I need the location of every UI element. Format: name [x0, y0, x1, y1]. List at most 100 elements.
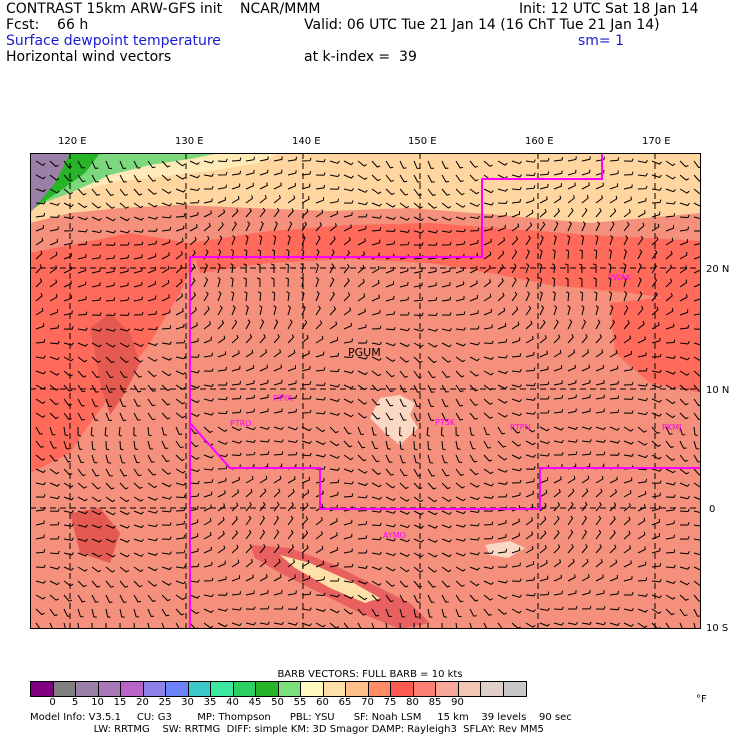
wind-barb	[189, 454, 200, 460]
wind-barb	[357, 622, 362, 629]
wind-barb	[511, 440, 522, 447]
wind-barb	[133, 241, 144, 246]
wind-barb	[637, 561, 647, 568]
wind-barb	[539, 366, 549, 372]
wind-barb	[189, 426, 198, 435]
wind-barb	[385, 174, 394, 182]
wind-barb	[91, 328, 102, 332]
wind-barb	[119, 230, 130, 234]
wind-barb	[553, 195, 562, 204]
wind-barb	[189, 160, 200, 165]
wind-barb	[553, 559, 562, 568]
wind-barb	[525, 622, 536, 628]
wind-barb	[581, 364, 590, 372]
wind-barb	[637, 517, 646, 526]
wind-barb	[119, 580, 129, 588]
wind-barb	[385, 370, 395, 378]
wind-barb	[259, 621, 270, 626]
wind-barb	[693, 468, 701, 476]
wind-barb	[371, 227, 382, 232]
wind-barb	[357, 174, 368, 181]
wind-barb	[637, 263, 642, 274]
wind-barb	[637, 159, 648, 164]
wind-barb	[399, 241, 410, 246]
wind-barb	[511, 492, 521, 498]
wind-barb	[203, 160, 214, 164]
wind-barb	[469, 174, 479, 182]
wind-barb	[593, 249, 598, 260]
wind-barb	[427, 552, 438, 558]
wind-barb	[567, 364, 576, 372]
wind-barb	[301, 319, 308, 330]
wind-barb	[203, 412, 214, 416]
wind-barb	[217, 291, 222, 302]
wind-barb	[455, 482, 466, 489]
wind-barb	[567, 451, 578, 456]
wind-barb	[273, 605, 284, 610]
legend-tick-label: 10	[91, 697, 104, 708]
wind-barb	[511, 174, 522, 178]
wind-barb	[273, 488, 281, 498]
wind-barb	[273, 621, 284, 626]
legend-swatch	[233, 682, 256, 696]
wind-barb	[665, 250, 673, 260]
wind-barb	[413, 342, 424, 348]
fir-boundary-north	[189, 153, 603, 629]
wind-barb	[231, 489, 240, 498]
wind-barb	[581, 394, 591, 400]
wind-barb	[147, 552, 158, 556]
wind-barb	[315, 454, 326, 458]
wind-barb	[651, 519, 660, 526]
wind-barb	[259, 529, 266, 540]
wind-barb	[147, 426, 152, 437]
wind-barb	[581, 589, 591, 596]
wind-barb	[63, 440, 70, 450]
wind-barb	[91, 342, 102, 348]
wind-barb	[609, 590, 620, 596]
wind-barb	[567, 305, 571, 316]
wind-barb	[63, 566, 74, 571]
wind-barb	[301, 575, 311, 582]
wind-barb	[105, 622, 107, 629]
wind-barb	[147, 370, 157, 378]
wind-barb	[161, 468, 171, 475]
wind-barb	[329, 368, 340, 373]
wind-barb	[133, 202, 144, 209]
wind-barb	[357, 535, 368, 540]
wind-barb	[539, 607, 550, 612]
wind-barb	[133, 174, 142, 183]
wind-barb	[35, 292, 43, 302]
wind-barb	[105, 580, 115, 588]
wind-barb	[119, 328, 130, 332]
wind-barb	[385, 454, 393, 463]
wind-barb	[77, 426, 82, 437]
wind-barb	[175, 398, 186, 405]
wind-barb	[399, 538, 410, 543]
wind-barb	[287, 380, 297, 386]
wind-barb	[119, 468, 128, 477]
wind-barb	[371, 341, 382, 346]
wind-barb	[119, 242, 130, 246]
wind-barb	[441, 241, 452, 246]
wind-barb	[441, 328, 452, 332]
wind-barb	[105, 242, 116, 246]
wind-barb	[357, 565, 368, 569]
model-title: CONTRAST 15km ARW-GFS init NCAR/MMM	[6, 1, 321, 17]
wind-barb	[301, 305, 306, 316]
wind-barb	[301, 622, 312, 627]
wind-barb	[189, 338, 199, 344]
wind-barb	[35, 426, 43, 435]
wind-barb	[175, 355, 186, 360]
wind-barb	[301, 395, 312, 400]
wind-barb	[511, 369, 522, 373]
wind-barb	[400, 312, 410, 316]
wind-barb	[161, 496, 172, 500]
wind-barb	[483, 565, 494, 570]
wind-barb	[511, 532, 520, 540]
wind-barb	[273, 394, 283, 400]
wind-barb	[497, 292, 505, 302]
wind-barb	[105, 216, 116, 222]
wind-barb	[301, 381, 312, 386]
wind-barb	[203, 336, 212, 344]
wind-barb	[553, 221, 559, 232]
